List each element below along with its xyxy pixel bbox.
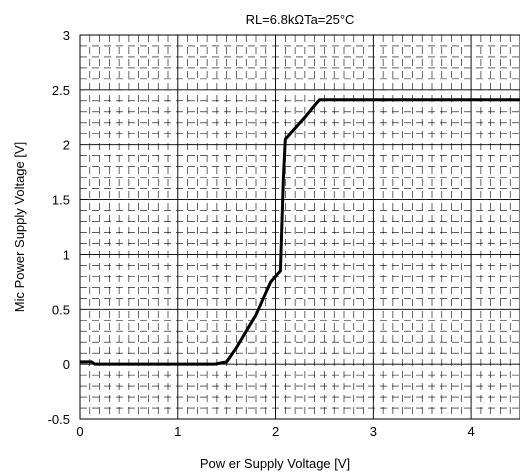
chart-title: RL=6.8kΩTa=25°C (246, 12, 355, 27)
x-tick-label: 0 (76, 424, 83, 439)
x-tick-label: 1 (174, 424, 181, 439)
y-tick-label: 1.5 (52, 193, 70, 208)
series-line (80, 98, 520, 366)
x-axis-title: Pow er Supply Voltage [V] (200, 456, 350, 471)
x-tick-label: 4 (467, 424, 474, 439)
y-axis-title: Mic Power Supply Voltage [V] (12, 142, 27, 313)
series-layer (80, 98, 520, 366)
y-tick-label: 0.5 (52, 302, 70, 317)
x-tick-label: 3 (370, 424, 377, 439)
y-tick-label: 0 (63, 357, 70, 372)
y-tick-label: 1 (63, 247, 70, 262)
y-tick-label: -0.5 (48, 412, 70, 427)
x-tick-label: 2 (272, 424, 279, 439)
tick-layer: 0 1 2 3 4 -0.5 0 0.5 1 1.5 2 2.5 3 (48, 28, 475, 439)
y-tick-label: 2.5 (52, 83, 70, 98)
plot-frame (79, 34, 520, 420)
y-tick-label: 2 (63, 138, 70, 153)
y-tick-label: 3 (63, 28, 70, 43)
